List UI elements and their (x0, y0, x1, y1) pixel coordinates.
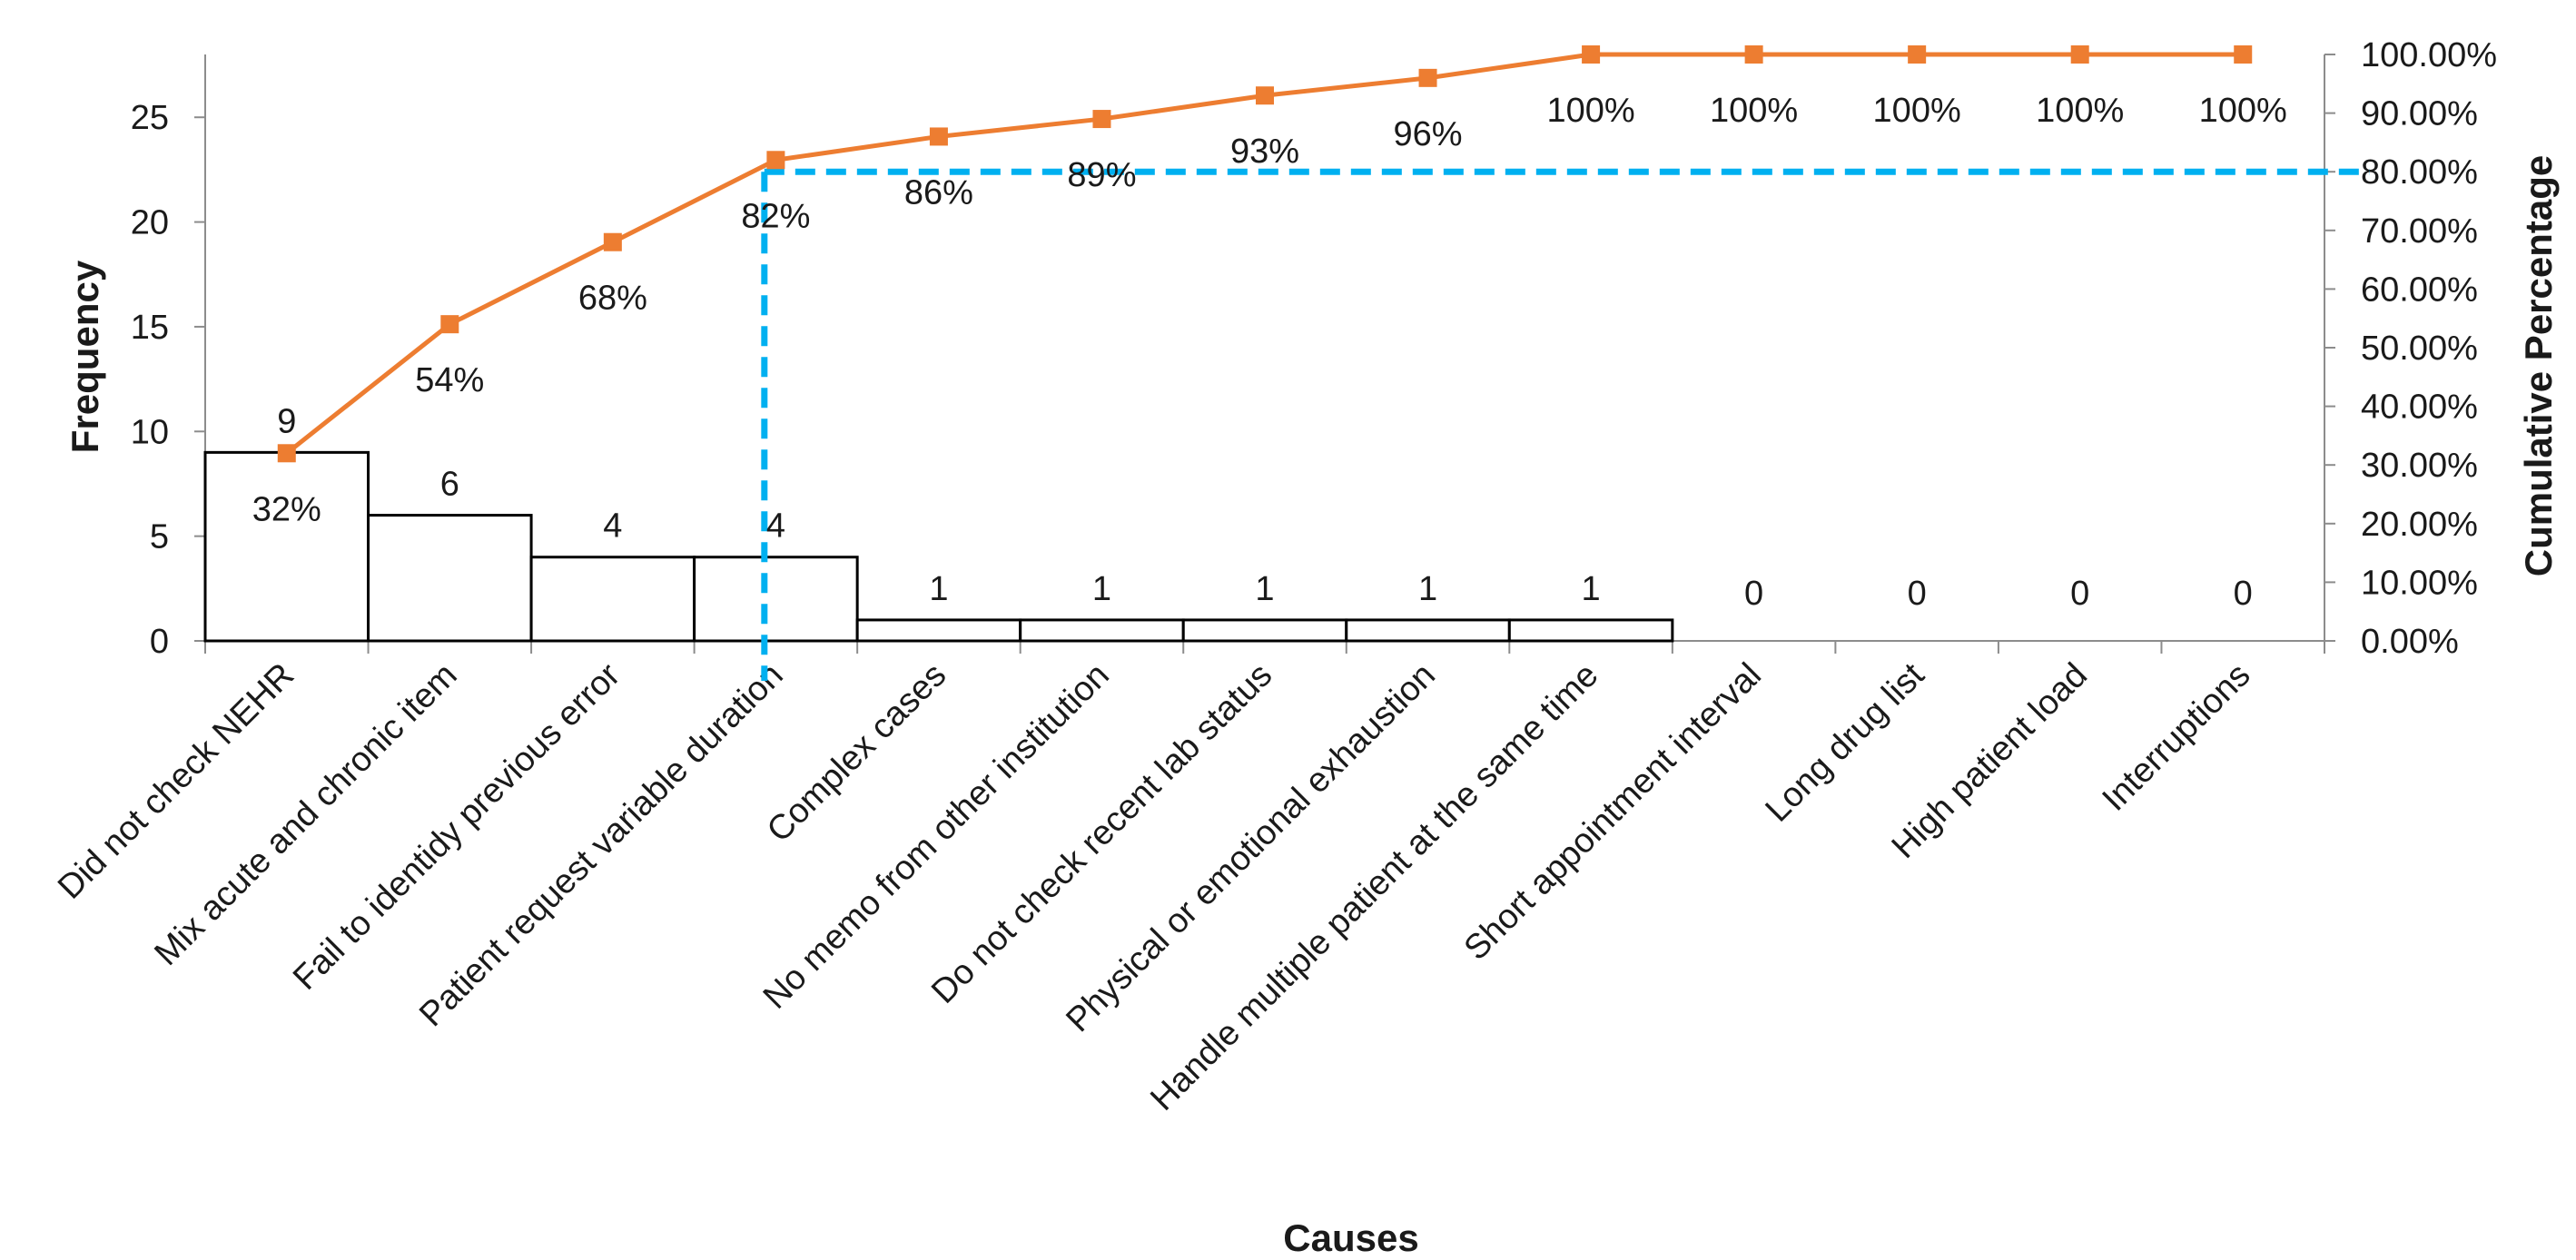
bar-value-label: 0 (1908, 575, 1927, 613)
bar-value-label: 4 (766, 507, 785, 546)
cumulative-value-label: 68% (578, 280, 647, 318)
line-marker (1092, 110, 1111, 129)
category-label: Physical or emotional exhaustion (1059, 656, 1443, 1040)
cumulative-value-label: 100% (1710, 92, 1798, 130)
category-label: No memo from other institution (756, 656, 1117, 1017)
data-labels: 9 6 4 4 1 1 1 1 1 0 0 0 0 32% 54% 68% 82% 86% 89% 93% 96% 100… (252, 92, 2287, 613)
y2-tick-label: 70.00% (2361, 212, 2478, 251)
y-tick-label: 0 (150, 623, 169, 661)
category-label: Mix acute and chronic item (147, 656, 464, 973)
category-label: Patient request variable duration (412, 656, 791, 1035)
y2-tick-label: 0.00% (2361, 623, 2459, 661)
bar-value-label: 1 (1418, 570, 1437, 608)
y2-tick-label: 30.00% (2361, 447, 2478, 485)
bar-value-label: 0 (1744, 575, 1763, 613)
line-marker (1418, 68, 1437, 87)
cumulative-value-label: 100% (1873, 92, 1961, 130)
line-marker (277, 444, 296, 463)
y-tick-label: 20 (131, 204, 169, 242)
y2-tick-label: 90.00% (2361, 95, 2478, 133)
category-label: Interruptions (2096, 656, 2258, 819)
category-label: Short appointment interval (1457, 656, 1769, 968)
line-marker (929, 127, 948, 146)
cumulative-value-label: 86% (904, 173, 973, 212)
cumulative-value-label: 82% (741, 197, 810, 235)
y2-tick-label: 80.00% (2361, 153, 2478, 192)
line-marker (2070, 45, 2089, 64)
y2-tick-label: 60.00% (2361, 271, 2478, 309)
cumulative-line-series (277, 45, 2253, 463)
reference-lines (761, 168, 2370, 681)
bar (529, 556, 696, 643)
bar (1345, 618, 1511, 643)
y-tick-label: 10 (131, 413, 169, 451)
category-label: Do not check recent lab status (924, 656, 1279, 1011)
bar-value-label: 6 (440, 466, 459, 504)
cumulative-value-label: 100% (1546, 92, 1634, 130)
bar-value-label: 4 (603, 507, 622, 546)
secondary-y-axis-title: Cumulative Percentage (2517, 155, 2560, 577)
cumulative-value-label: 96% (1394, 115, 1463, 153)
bar-value-label: 0 (2070, 575, 2089, 613)
bar-value-label: 0 (2234, 575, 2253, 613)
y2-tick-label: 50.00% (2361, 330, 2478, 368)
bar (203, 450, 370, 643)
cumulative-value-label: 100% (2036, 92, 2124, 130)
x-axis-title: Causes (1283, 1216, 1418, 1259)
line-marker (1256, 86, 1274, 105)
line-marker (1744, 45, 1763, 64)
line-marker (1582, 45, 1601, 64)
cumulative-value-label: 100% (2199, 92, 2287, 130)
bar (367, 514, 533, 643)
bar (693, 556, 859, 643)
bar-value-label: 1 (1092, 570, 1111, 608)
cumulative-value-label: 54% (415, 361, 484, 399)
bar-series (203, 450, 1674, 643)
y-tick-label: 5 (150, 518, 169, 556)
bar (1181, 618, 1348, 643)
cumulative-value-label: 89% (1067, 156, 1136, 194)
category-label: Long drug list (1758, 655, 1931, 829)
y-tick-label: 25 (131, 99, 169, 137)
bar-value-label: 1 (929, 570, 948, 608)
line-marker (440, 315, 459, 334)
y-axis-title: Frequency (64, 260, 106, 453)
y2-tick-label: 20.00% (2361, 506, 2478, 544)
line-marker (1908, 45, 1927, 64)
bar (1019, 618, 1185, 643)
bar-value-label: 1 (1255, 570, 1274, 608)
bar (855, 618, 1022, 643)
bar (1507, 618, 1674, 643)
y2-tick-label: 100.00% (2361, 36, 2497, 74)
line-marker (603, 232, 622, 251)
y2-tick-label: 10.00% (2361, 564, 2478, 602)
y-tick-label: 15 (131, 309, 169, 347)
cumulative-value-label: 93% (1230, 133, 1299, 171)
y2-tick-label: 40.00% (2361, 389, 2478, 427)
bar-value-label: 1 (1582, 570, 1601, 608)
line-marker (766, 151, 785, 170)
line-marker (2234, 45, 2253, 64)
bar-value-label: 9 (277, 402, 296, 440)
category-label: Fail to identidy previous error (286, 655, 627, 997)
cumulative-value-label: 32% (252, 490, 321, 528)
